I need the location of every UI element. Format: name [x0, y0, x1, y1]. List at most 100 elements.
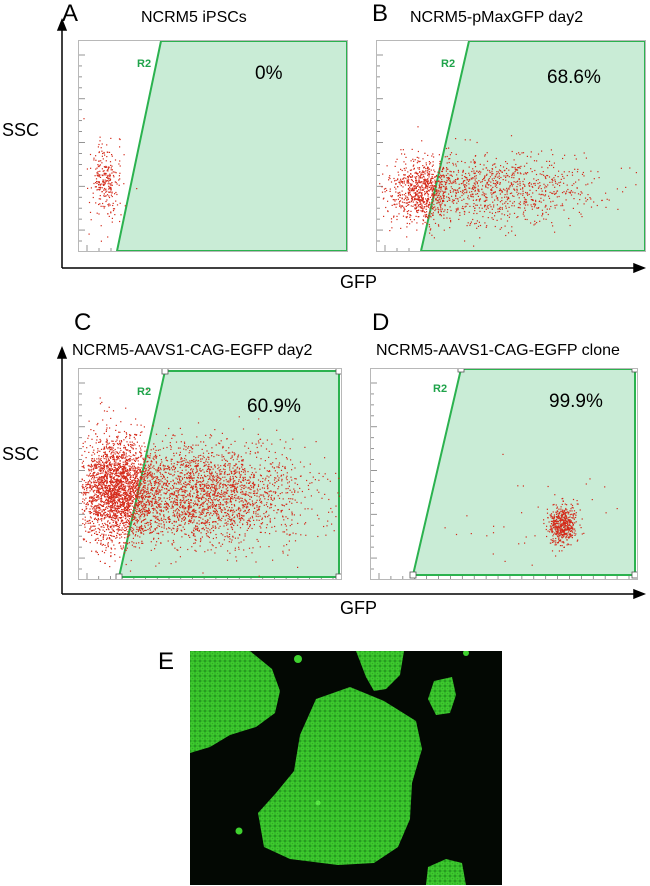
- event-dot: [282, 515, 284, 517]
- event-dot: [207, 495, 209, 497]
- event-dot: [175, 509, 177, 511]
- event-dot: [590, 206, 593, 208]
- event-dot: [113, 497, 115, 499]
- event-dot: [109, 469, 111, 471]
- event-dot: [570, 194, 573, 196]
- event-dot: [457, 169, 459, 171]
- event-dot: [445, 187, 448, 189]
- event-dot: [420, 176, 422, 178]
- event-dot: [137, 502, 139, 504]
- event-dot: [89, 516, 92, 518]
- event-dot: [492, 191, 495, 194]
- event-dot: [119, 534, 121, 536]
- event-dot: [218, 517, 220, 519]
- event-dot: [418, 157, 420, 159]
- event-dot: [134, 522, 136, 524]
- event-dot: [167, 531, 169, 533]
- event-dot: [92, 496, 94, 498]
- event-dot: [105, 508, 107, 510]
- event-dot: [431, 213, 433, 215]
- event-dot: [138, 463, 140, 465]
- event-dot: [577, 203, 579, 205]
- event-dot: [121, 465, 123, 468]
- event-dot: [123, 503, 125, 505]
- event-dot: [426, 193, 429, 195]
- event-dot: [268, 470, 270, 473]
- event-dot: [129, 495, 131, 497]
- event-dot: [102, 183, 104, 185]
- event-dot: [228, 513, 230, 516]
- event-dot: [558, 182, 560, 184]
- event-dot: [117, 481, 119, 483]
- event-dot: [116, 493, 118, 495]
- event-dot: [512, 172, 514, 174]
- event-dot: [129, 450, 131, 452]
- event-dot: [196, 522, 198, 524]
- event-dot: [429, 203, 431, 205]
- event-dot: [530, 168, 532, 170]
- event-dot: [119, 517, 121, 519]
- event-dot: [214, 488, 217, 491]
- event-dot: [524, 218, 526, 220]
- event-dot: [92, 475, 94, 477]
- event-dot: [431, 190, 433, 192]
- event-dot: [561, 173, 563, 175]
- event-dot: [126, 503, 128, 505]
- event-dot: [112, 477, 114, 480]
- event-dot: [135, 474, 137, 476]
- event-dots: [81, 389, 341, 577]
- event-dot: [461, 174, 463, 176]
- event-dot: [496, 186, 498, 189]
- event-dot: [118, 533, 120, 535]
- event-dot: [94, 499, 96, 501]
- event-dot: [102, 476, 104, 478]
- event-dot: [110, 505, 113, 507]
- event-dot: [508, 181, 510, 183]
- event-dot: [457, 209, 459, 211]
- event-dot: [462, 170, 464, 172]
- event-dot: [473, 186, 475, 188]
- event-dot: [136, 473, 138, 475]
- gate-handle: [335, 369, 341, 375]
- event-dot: [111, 455, 113, 457]
- event-dot: [134, 487, 136, 489]
- event-dot: [150, 532, 152, 534]
- event-dot: [116, 505, 118, 507]
- event-dot: [87, 187, 89, 189]
- event-dot: [91, 506, 93, 508]
- event-dot: [124, 512, 126, 514]
- event-dot: [117, 494, 119, 496]
- plot-c: R2 60.9%: [78, 368, 342, 580]
- event-dot: [525, 202, 527, 204]
- event-dot: [479, 210, 481, 212]
- event-dot: [118, 490, 120, 492]
- event-dot: [128, 509, 130, 511]
- event-dot: [440, 189, 442, 191]
- event-dot: [476, 183, 478, 185]
- event-dot: [117, 469, 119, 471]
- event-dot: [96, 508, 98, 510]
- event-dot: [486, 174, 488, 176]
- event-dot: [423, 211, 425, 213]
- event-dot: [416, 162, 418, 164]
- panel-letter-e: E: [158, 648, 175, 675]
- event-dot: [101, 401, 103, 403]
- event-dot: [139, 486, 141, 488]
- event-dot: [294, 491, 296, 493]
- event-dot: [516, 153, 518, 155]
- event-dot: [448, 197, 451, 199]
- event-dot: [113, 488, 115, 490]
- event-dot: [580, 213, 582, 215]
- event-dot: [478, 200, 481, 202]
- event-dot: [142, 457, 144, 459]
- event-dot: [469, 205, 471, 207]
- event-dot: [146, 504, 148, 506]
- event-dot: [393, 216, 395, 218]
- event-dot: [125, 524, 127, 526]
- event-dot: [143, 492, 145, 494]
- event-dot: [228, 473, 231, 475]
- event-dot: [442, 192, 444, 195]
- event-dot: [123, 504, 125, 506]
- event-dot: [466, 182, 468, 184]
- event-dot: [110, 487, 112, 489]
